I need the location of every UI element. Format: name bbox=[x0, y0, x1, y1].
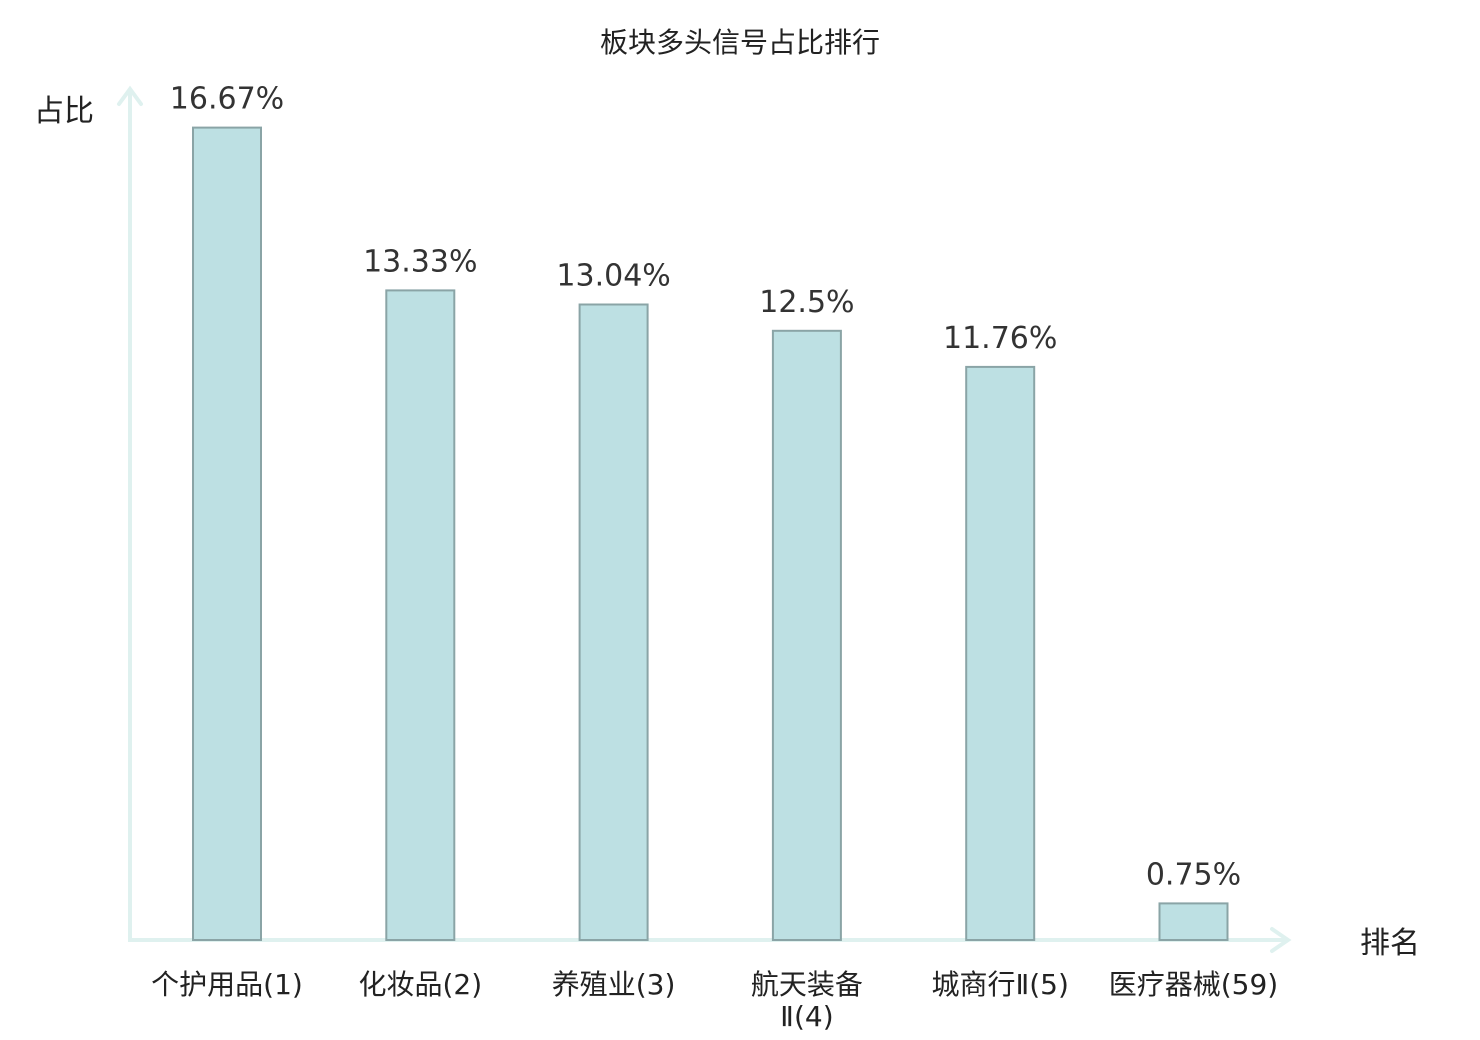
x-tick-label-line: 航天装备 bbox=[751, 968, 863, 1001]
x-tick-label-line: 化妆品(2) bbox=[358, 968, 482, 1001]
y-axis-label: 占比 bbox=[34, 94, 94, 129]
x-tick-label: 航天装备 Ⅱ(4) bbox=[751, 968, 863, 1033]
x-tick-label: 城商行Ⅱ(5) bbox=[931, 968, 1068, 1001]
bars-group bbox=[192, 126, 1229, 942]
bar-value-label: 16.67% bbox=[170, 82, 284, 117]
y-axis bbox=[117, 85, 143, 940]
y-axis-arrow bbox=[117, 85, 143, 106]
x-tick-label: 个护用品(1) bbox=[151, 968, 303, 1001]
x-tick-label: 医疗器械(59) bbox=[1109, 968, 1278, 1001]
x-tick-labels-group: 个护用品(1) 化妆品(2) 养殖业(3) 航天装备 Ⅱ(4) 城商行Ⅱ(5) 医疗器械(5… bbox=[151, 968, 1278, 1033]
bar-value-label: 13.04% bbox=[556, 259, 670, 294]
data-labels-group: 16.67% 13.33% 13.04% 12.5% 11.76% 0.75% bbox=[170, 82, 1241, 893]
bar bbox=[192, 126, 262, 942]
x-axis-arrow bbox=[1270, 927, 1292, 953]
bar-value-label: 12.5% bbox=[759, 285, 854, 320]
bar bbox=[965, 365, 1036, 941]
x-axis-label: 排名 bbox=[1360, 926, 1420, 961]
x-tick-label-line: 个护用品(1) bbox=[151, 968, 303, 1001]
x-axis bbox=[128, 927, 1292, 953]
x-tick-label-line: 城商行Ⅱ(5) bbox=[931, 968, 1068, 1001]
bar bbox=[1158, 902, 1229, 942]
bar bbox=[385, 289, 456, 941]
bar-value-label: 11.76% bbox=[943, 321, 1057, 356]
x-tick-label-line: 养殖业(3) bbox=[552, 968, 676, 1001]
x-tick-label: 化妆品(2) bbox=[358, 968, 482, 1001]
x-tick-label-line: 医疗器械(59) bbox=[1109, 968, 1278, 1001]
bar bbox=[578, 303, 649, 941]
x-tick-label-line: Ⅱ(4) bbox=[780, 1000, 833, 1033]
bar bbox=[771, 329, 842, 941]
bar-value-label: 0.75% bbox=[1146, 857, 1241, 892]
chart-title: 板块多头信号占比排行 bbox=[600, 26, 880, 59]
x-tick-label: 养殖业(3) bbox=[552, 968, 676, 1001]
bar-value-label: 13.33% bbox=[363, 244, 477, 279]
